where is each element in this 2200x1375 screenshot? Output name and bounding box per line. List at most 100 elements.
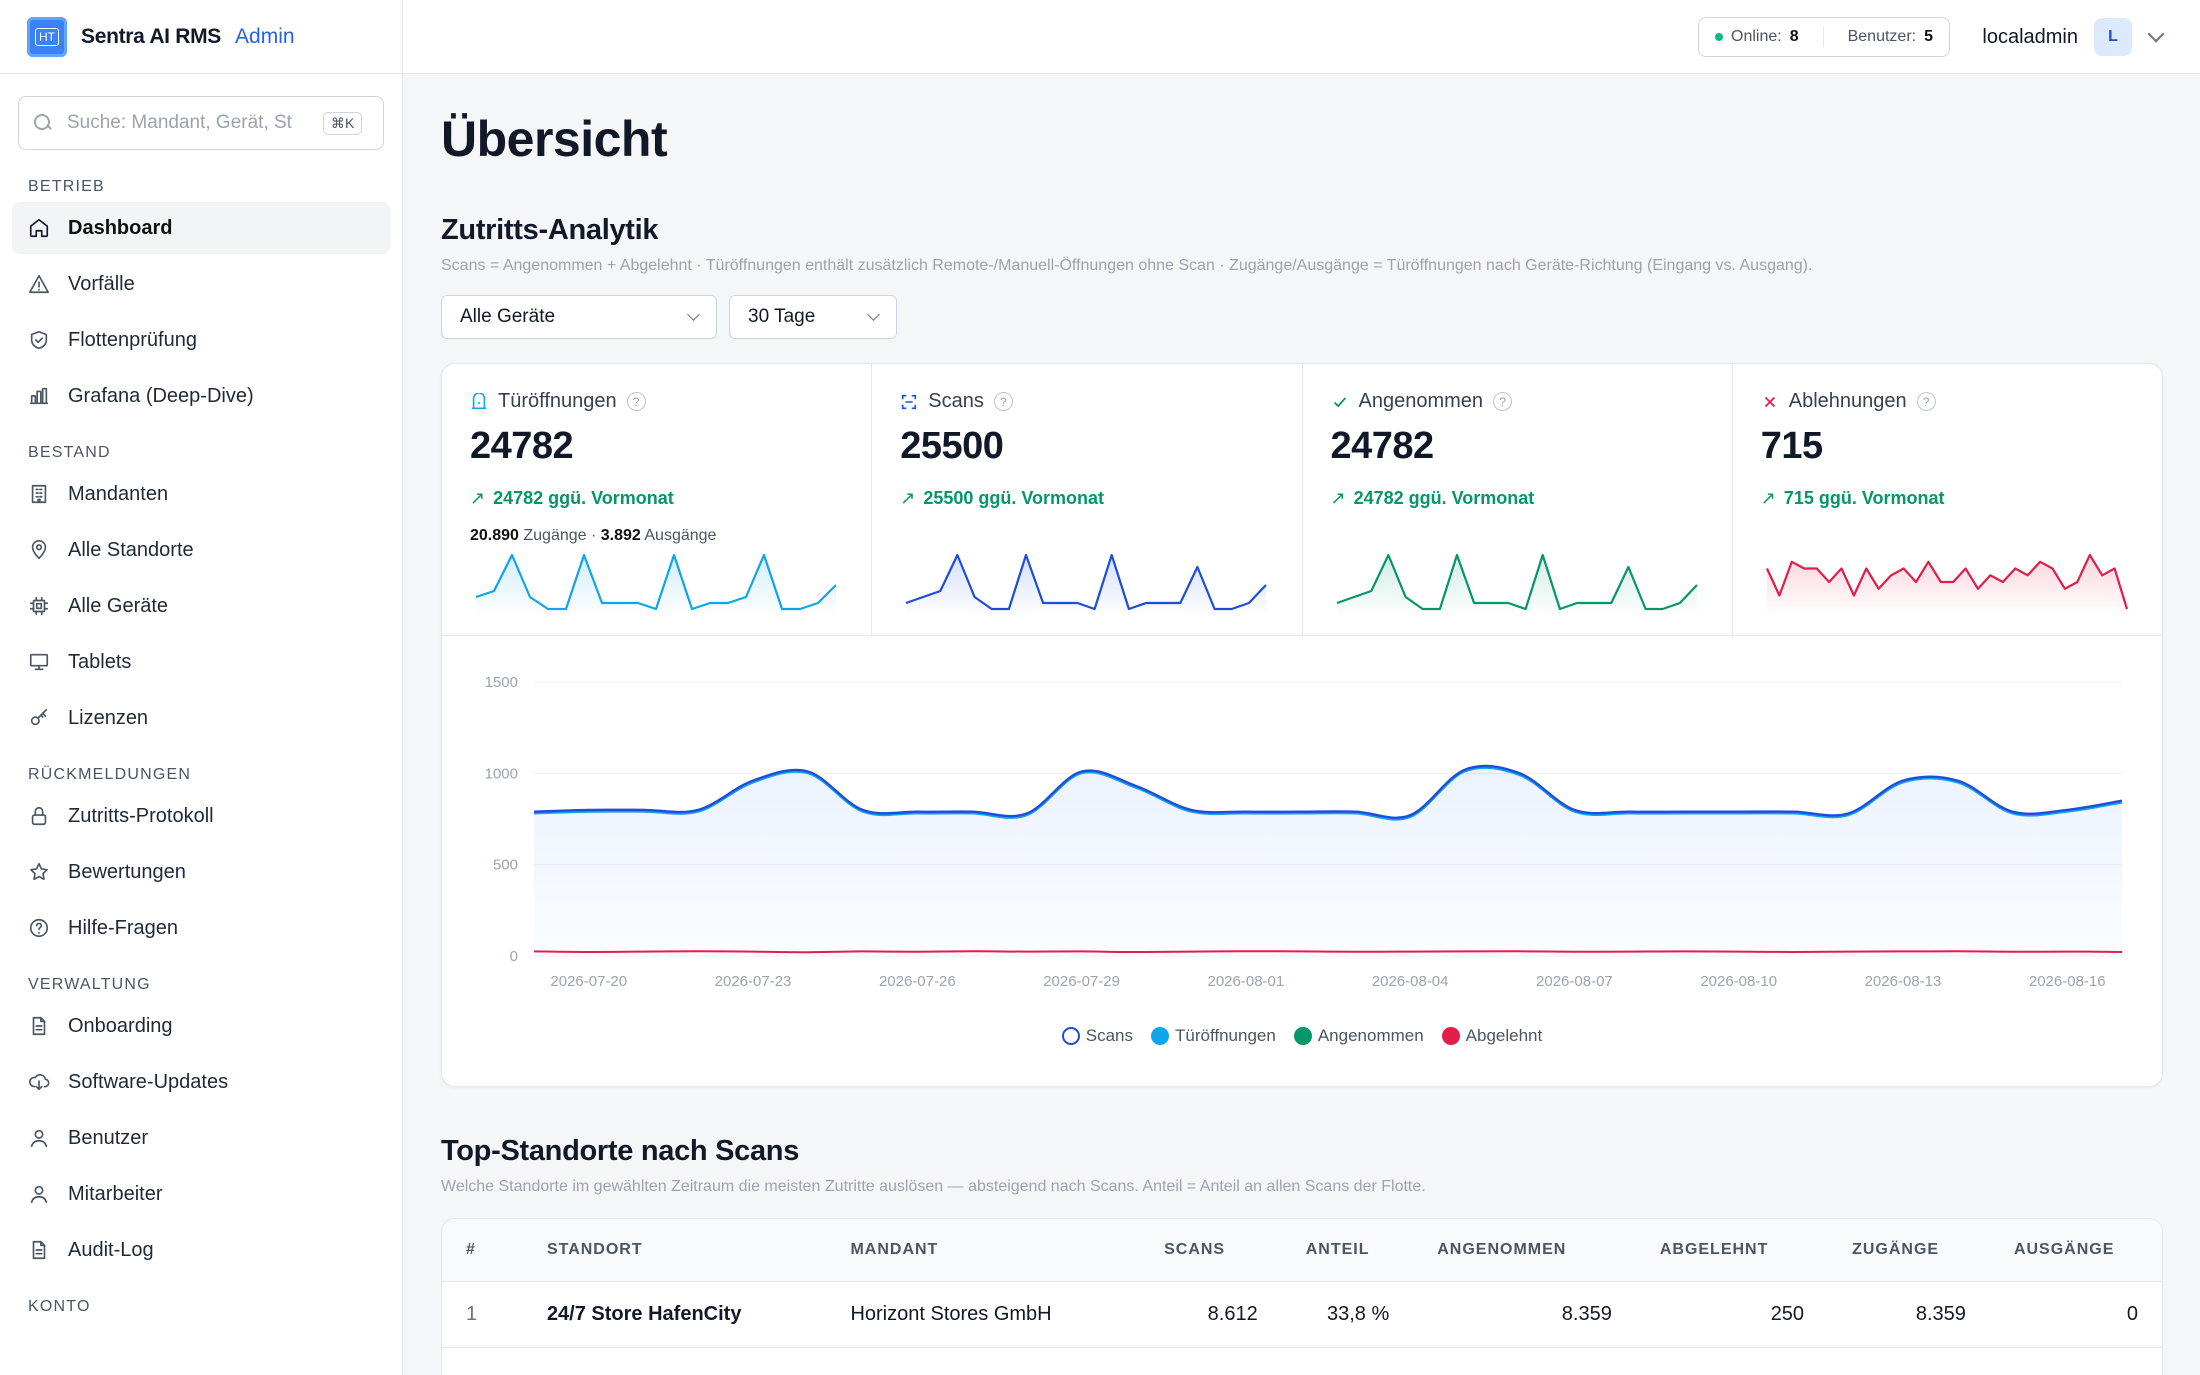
range-select-value: 30 Tage [748, 306, 816, 327]
sidebar-item-alle-geräte[interactable]: Alle Geräte [12, 580, 390, 632]
chevron-down-icon [687, 308, 700, 321]
search-placeholder: Suche: Mandant, Gerät, St [67, 112, 292, 133]
home-icon [28, 217, 50, 239]
sidebar-item-label: Benutzer [68, 1126, 149, 1149]
legend-item-abgelehnt[interactable]: Abgelehnt [1441, 1026, 1543, 1046]
column-header[interactable]: ABGELEHNT [1635, 1219, 1829, 1282]
x-tick-label: 2026-08-01 [1207, 973, 1284, 990]
column-header[interactable]: MANDANT [826, 1219, 1141, 1282]
x-tick-label: 2026-07-26 [879, 973, 956, 990]
kpi-card-angenommen: Angenommen? 24782 ↗ 24782 ggü. Vormonat [1303, 364, 1733, 635]
help-icon[interactable]: ? [993, 392, 1013, 411]
sidebar-item-software-updates[interactable]: Software-Updates [12, 1056, 390, 1108]
sidebar-item-vorfälle[interactable]: Vorfälle [12, 258, 390, 310]
help-icon[interactable]: ? [626, 392, 646, 411]
sidebar-item-zutritts-protokoll[interactable]: Zutritts-Protokoll [12, 790, 390, 842]
kpi-label: Angenommen [1358, 390, 1484, 412]
chip-icon [28, 595, 50, 617]
table-cell: 8.612 [1140, 1281, 1282, 1348]
x-tick-label: 2026-07-23 [715, 973, 792, 990]
users-value: 5 [1924, 28, 1933, 45]
kpi-value: 24782 [1330, 425, 1435, 467]
column-header[interactable]: AUSGÄNGE [1989, 1219, 2162, 1282]
sidebar-item-label: Onboarding [68, 1014, 173, 1037]
sidebar-item-mandanten[interactable]: Mandanten [12, 468, 390, 520]
help-icon[interactable]: ? [1916, 392, 1936, 411]
legend-label: Türöffnungen [1175, 1026, 1276, 1045]
legend-item-türöffnungen[interactable]: Türöffnungen [1151, 1026, 1276, 1046]
kpi-label: Scans [928, 390, 984, 412]
nav-section-title: Verwaltung [28, 976, 151, 993]
column-header[interactable]: SCANS [1140, 1219, 1282, 1282]
trend-up-icon: ↗ [1330, 488, 1346, 508]
star-icon [28, 861, 50, 883]
kpi-trend-text: 24782 ggü. Vormonat [1353, 488, 1535, 508]
sidebar-item-label: Bewertungen [68, 860, 186, 883]
legend-swatch [1441, 1027, 1460, 1045]
kpi-trend-text: 25500 ggü. Vormonat [923, 488, 1105, 508]
column-header[interactable]: # [442, 1219, 523, 1282]
sidebar-item-hilfe-fragen[interactable]: Hilfe-Fragen [12, 902, 390, 954]
column-header[interactable]: ANGENOMMEN [1413, 1219, 1636, 1282]
table-cell[interactable]: 24/7 Store HafenCity [522, 1281, 827, 1348]
kpi-card-scans: Scans? 25500 ↗ 25500 ggü. Vormonat [872, 364, 1303, 635]
kpi-card-ablehnungen: Ablehnungen? 715 ↗ 715 ggü. Vormonat [1733, 364, 2162, 635]
x-tick-label: 2026-08-07 [1536, 973, 1613, 990]
kpi-label: Ablehnungen [1788, 390, 1907, 412]
status-pill[interactable]: Online: 8 Benutzer: 5 [1698, 17, 1950, 57]
kpi-value: 25500 [900, 425, 1004, 467]
sidebar-item-onboarding[interactable]: Onboarding [12, 1000, 390, 1052]
table-cell: 33,8 % [1281, 1281, 1414, 1348]
user-icon [28, 1183, 50, 1205]
avatar: L [2094, 18, 2132, 56]
brand[interactable]: HT Sentra AI RMS Admin [0, 0, 402, 74]
user-menu[interactable]: localadmin L [1982, 18, 2165, 56]
entries-value: 20.890 [470, 527, 519, 544]
search-shortcut: ⌘K [323, 111, 363, 135]
column-header[interactable]: ZUGÄNGE [1828, 1219, 1990, 1282]
sidebar-item-tablets[interactable]: Tablets [12, 636, 390, 688]
sidebar: HT Sentra AI RMS Admin Suche: Mandant, G… [0, 0, 403, 1375]
column-header[interactable]: ANTEIL [1281, 1219, 1414, 1282]
pill-divider [1822, 27, 1824, 47]
sidebar-item-label: Vorfälle [68, 272, 135, 295]
key-icon [28, 707, 50, 729]
sparkline-area [1336, 555, 1697, 617]
sidebar-item-audit-log[interactable]: Audit-Log [12, 1224, 390, 1276]
legend-item-angenommen[interactable]: Angenommen [1293, 1026, 1424, 1046]
sparkline-line [1765, 553, 2128, 610]
sidebar-item-bewertungen[interactable]: Bewertungen [12, 846, 390, 898]
sidebar-item-flottenprüfung[interactable]: Flottenprüfung [12, 314, 390, 366]
sidebar-item-label: Flottenprüfung [68, 328, 197, 351]
table-row[interactable]: 1 24/7 Store HafenCity Horizont Stores Gmb… [442, 1281, 2162, 1348]
legend-item-scans[interactable]: Scans [1061, 1026, 1133, 1046]
range-select[interactable]: 30 Tage [729, 295, 897, 339]
y-tick-label: 1000 [485, 765, 518, 782]
x-tick-label: 2026-08-10 [1700, 973, 1777, 990]
document-icon [28, 1239, 50, 1261]
kpi-sparkline [475, 553, 837, 617]
nav-section-title: Rückmeldungen [28, 766, 192, 783]
online-value: 8 [1789, 28, 1799, 45]
sidebar-item-lizenzen[interactable]: Lizenzen [12, 692, 390, 744]
sidebar-item-mitarbeiter[interactable]: Mitarbeiter [12, 1168, 390, 1220]
sidebar-item-benutzer[interactable]: Benutzer [12, 1112, 390, 1164]
column-header[interactable]: STANDORT [522, 1219, 827, 1282]
sidebar-item-dashboard[interactable]: Dashboard [12, 202, 390, 254]
main-content: Übersicht Zutritts-Analytik Scans = Ange… [441, 74, 2163, 1375]
x-tick-label: 2026-07-20 [550, 973, 627, 990]
kpi-value: 24782 [470, 425, 574, 467]
top-locations-title: Top-Standorte nach Scans [441, 1135, 800, 1167]
sidebar-item-label: Zutritts-Protokoll [68, 804, 214, 827]
lock-icon [28, 805, 50, 827]
sidebar-item-alle-standorte[interactable]: Alle Standorte [12, 524, 390, 576]
search-input[interactable]: Suche: Mandant, Gerät, St ⌘K [18, 96, 384, 150]
legend-label: Abgelehnt [1465, 1026, 1543, 1045]
help-icon[interactable]: ? [1493, 392, 1513, 411]
sidebar-nav: Betrieb Dashboard Vorfälle Flottenprüfung Gr… [0, 178, 402, 1316]
device-select[interactable]: Alle Geräte [441, 295, 717, 339]
kpi-trend-text: 24782 ggü. Vormonat [493, 488, 674, 508]
kpi-header: Scans? [900, 390, 1273, 413]
sidebar-item-grafana-deep-dive-[interactable]: Grafana (Deep-Dive) [12, 370, 390, 422]
top-locations-subtitle: Welche Standorte im gewählten Zeitraum d… [441, 1178, 1426, 1195]
